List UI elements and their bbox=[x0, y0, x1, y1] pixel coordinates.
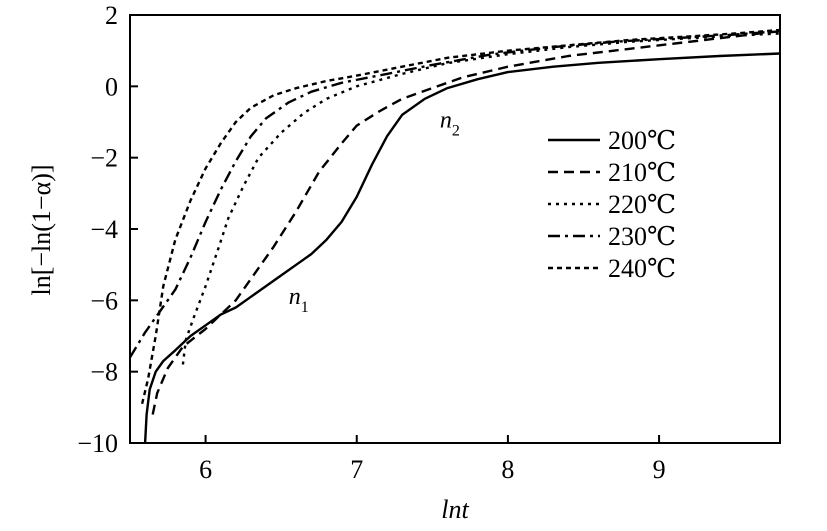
y-tick-label: −8 bbox=[90, 358, 118, 387]
x-tick-label: 9 bbox=[653, 455, 666, 484]
annotation-n1: n1 bbox=[289, 284, 309, 316]
legend-label-3: 220℃ bbox=[608, 190, 676, 219]
legend-label-2: 210℃ bbox=[608, 158, 676, 187]
y-axis-title: ln[−ln(1−α)] bbox=[27, 164, 56, 295]
y-tick-label: −4 bbox=[90, 215, 118, 244]
x-tick-label: 6 bbox=[199, 455, 212, 484]
x-tick-label: 8 bbox=[501, 455, 514, 484]
x-tick-label: 7 bbox=[350, 455, 363, 484]
legend-label-1: 200℃ bbox=[608, 126, 676, 155]
series-line-1 bbox=[143, 52, 781, 444]
y-tick-label: −2 bbox=[90, 144, 118, 173]
annotation-n2: n2 bbox=[440, 107, 460, 139]
legend-label-4: 230℃ bbox=[608, 222, 676, 251]
y-tick-label: −10 bbox=[77, 429, 118, 458]
y-tick-label: 2 bbox=[105, 1, 118, 30]
series-line-3 bbox=[181, 32, 781, 365]
legend-label-5: 240℃ bbox=[608, 254, 676, 283]
series-line-4 bbox=[128, 29, 781, 359]
series-line-5 bbox=[140, 28, 781, 405]
y-tick-label: −6 bbox=[90, 286, 118, 315]
y-tick-label: 0 bbox=[105, 72, 118, 101]
x-axis-title: lnt bbox=[441, 495, 469, 524]
series-line-2 bbox=[151, 29, 781, 415]
